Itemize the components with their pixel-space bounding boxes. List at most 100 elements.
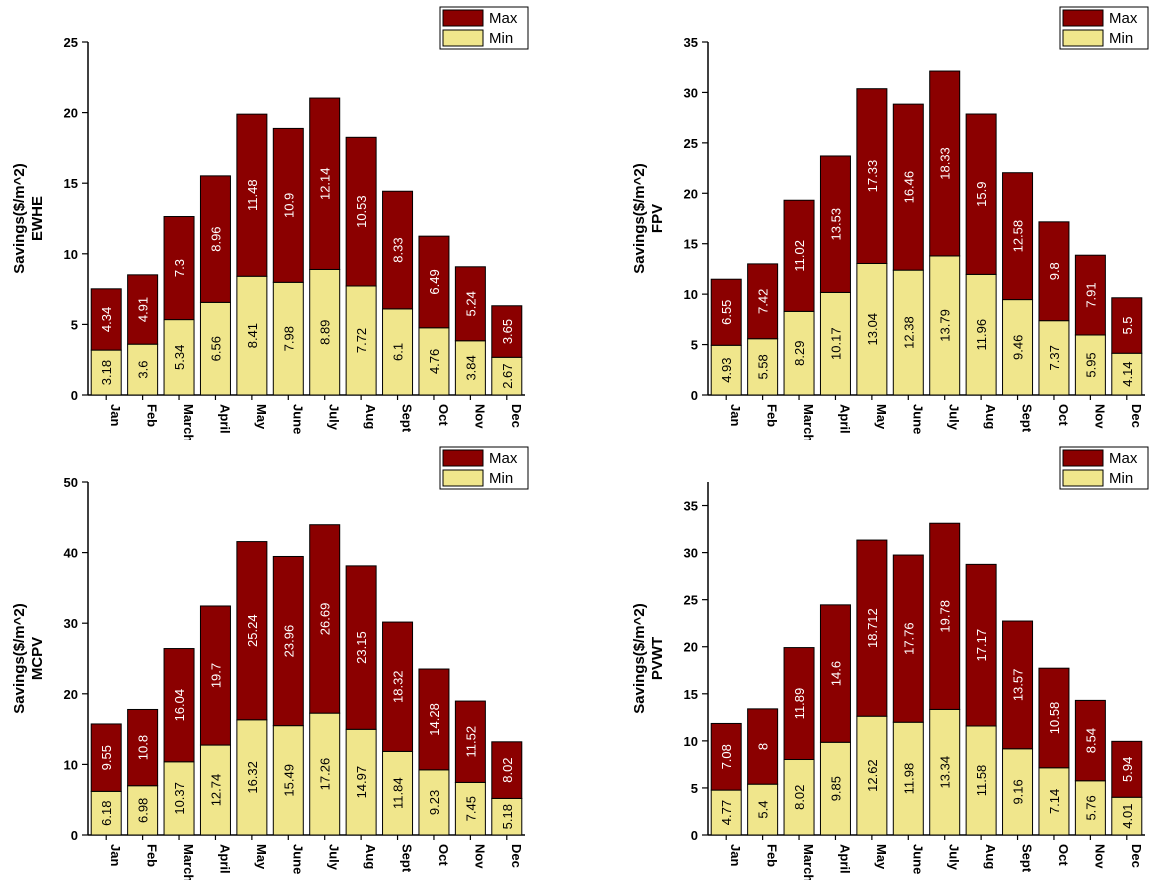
data-label-min: 8.02 [792,785,807,810]
y-tick-label: 50 [64,475,78,490]
bar-max [454,700,486,783]
data-label-min: 3.18 [99,360,114,385]
data-label-min: 12.38 [901,316,916,349]
data-label-min: 5.95 [1083,352,1098,377]
y-tick-label: 0 [71,828,78,843]
x-tick-label: Feb [765,844,780,867]
x-tick-label: Sept [400,844,415,873]
y-tick-label: 0 [691,828,698,843]
data-label-max: 6.49 [427,269,442,294]
chart-svg-mcpv: 0 10 20 30 40 50 Savings($/m^2) MCPV 6.18 9.55 Jan… [11,446,529,882]
y-axis-title-series: FPV [649,204,666,233]
data-label-min: 14.97 [354,766,369,799]
x-tick-label: June [290,404,305,434]
bar-min [819,291,851,396]
x-tick-label: July [947,844,962,871]
y-axis-title-series: PVWT [649,637,666,680]
chart-panel-mcpv: 0 10 20 30 40 50 Savings($/m^2) MCPV 6.18 9.55 Jan… [0,440,530,885]
x-tick-label: April [837,844,852,874]
data-label-max: 19.7 [208,663,223,688]
data-label-min: 11.96 [974,319,989,351]
data-label-min: 8.41 [245,323,260,348]
data-label-min: 6.1 [391,343,406,361]
data-label-max: 13.57 [1011,669,1026,702]
x-tick-label: Aug [983,844,998,869]
data-label-max: 25.24 [245,614,260,647]
x-tick-label: Oct [1056,404,1071,426]
chart-svg-fpv: 0 5 10 15 20 25 30 35 Savings($/m^2) FPV 4.93 6.55 J… [631,6,1149,442]
x-tick-label: Feb [765,404,780,427]
chart-panel-ewhe: 0 5 10 15 20 25 Savings($/m^2) EWHE 3.18 4.34 Jan 3… [0,0,530,445]
bar-max [1111,297,1143,354]
data-label-min: 4.01 [1120,803,1135,828]
x-tick-label: Jan [728,404,743,426]
y-axis-title-series: EWHE [29,196,46,241]
x-tick-label: Aug [363,404,378,429]
bar-max [965,113,997,275]
bar-max [892,554,924,723]
chart-panel-pvwt: 0 5 10 15 20 25 30 35 Savings($/m^2) PVWT 4.77 7.08… [620,440,1150,885]
bar-max [454,266,486,342]
y-axis-title: Savings($/m^2) [11,163,28,273]
x-tick-label: April [217,404,232,434]
y-axis-title: Savings($/m^2) [631,603,648,713]
data-label-max: 6.55 [719,300,734,325]
data-label-min: 13.04 [865,313,880,346]
legend-label-min: Min [489,30,513,47]
y-tick-label: 25 [64,35,78,50]
x-tick-label: Nov [472,404,487,429]
y-tick-label: 35 [684,35,698,50]
legend-swatch-min [1062,29,1104,47]
bar-max [1038,667,1070,769]
chart-panel-fpv: 0 5 10 15 20 25 30 35 Savings($/m^2) FPV 4.93 6.55 J… [620,0,1150,445]
data-label-max: 5.24 [463,291,478,316]
data-label-max: 15.9 [974,182,989,207]
data-label-max: 11.89 [792,688,807,720]
y-tick-label: 30 [684,546,698,561]
y-tick-label: 35 [684,499,698,514]
data-label-max: 7.08 [719,744,734,769]
legend-label-max: Max [1109,450,1138,467]
x-tick-label: Sept [400,404,415,433]
data-label-min: 5.76 [1083,795,1098,820]
data-label-min: 4.77 [719,800,734,825]
data-label-max: 13.53 [828,208,843,241]
bar-max [819,604,851,743]
y-tick-label: 20 [64,687,78,702]
data-label-min: 2.67 [500,363,515,388]
data-label-min: 8.89 [318,320,333,345]
legend-label-min: Min [1109,30,1133,47]
data-label-max: 14.28 [427,703,442,736]
y-tick-label: 20 [684,186,698,201]
bar-min [1111,352,1143,396]
x-tick-label: Feb [145,844,160,867]
data-label-max: 3.65 [500,319,515,344]
y-tick-label: 10 [64,247,78,262]
bar-min [418,769,450,836]
legend-swatch-max [1062,449,1104,467]
data-label-max: 5.5 [1120,316,1135,334]
bar-min [1002,299,1034,396]
data-label-min: 7.14 [1047,789,1062,814]
y-tick-label: 5 [691,781,698,796]
data-label-min: 12.74 [208,774,223,807]
bar-max [199,605,231,746]
data-label-max: 10.9 [281,193,296,218]
data-label-max: 12.14 [318,167,333,200]
y-tick-label: 10 [64,757,78,772]
data-label-min: 11.98 [901,763,916,795]
x-tick-label: Oct [436,404,451,426]
y-tick-label: 0 [71,388,78,403]
data-label-max: 17.76 [901,622,916,655]
bar-max [418,668,450,771]
bar-max [382,621,414,752]
bar-min [90,349,122,396]
data-label-min: 8.29 [792,341,807,366]
data-label-min: 17.26 [318,758,333,791]
data-label-max: 7.42 [756,289,771,314]
data-label-max: 4.34 [99,307,114,332]
data-label-min: 6.56 [208,336,223,361]
bar-min [965,725,997,836]
bar-max [309,97,341,270]
y-tick-label: 10 [684,287,698,302]
